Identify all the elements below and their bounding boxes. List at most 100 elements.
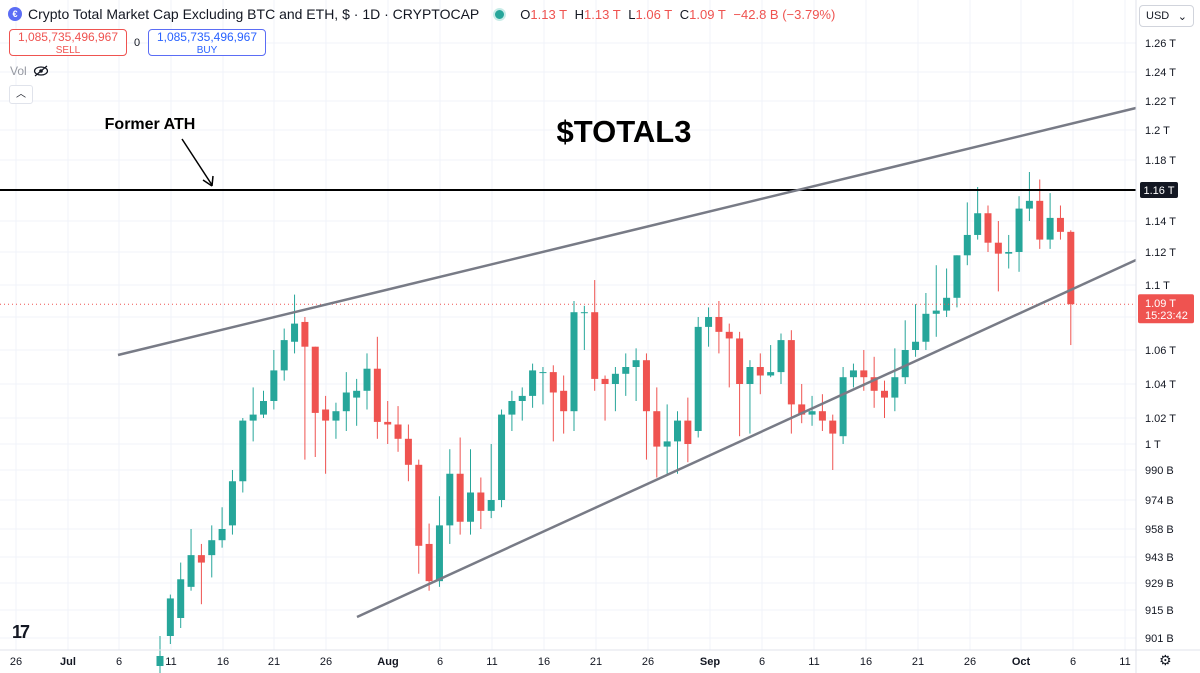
time-tick-label: 6 <box>759 656 765 668</box>
chart-header: € Crypto Total Market Cap Excluding BTC … <box>8 6 839 22</box>
price-tick-label: 990 B <box>1145 465 1174 477</box>
candle <box>963 202 971 266</box>
candle-body <box>487 500 495 511</box>
candle <box>912 304 920 357</box>
candle-body <box>249 414 257 421</box>
eye-slash-icon[interactable] <box>33 65 49 77</box>
candle <box>777 333 785 384</box>
time-tick-label: 6 <box>116 656 122 668</box>
candle <box>332 402 340 439</box>
candle <box>984 205 992 252</box>
price-tick-label: 943 B <box>1145 552 1174 564</box>
candle <box>1015 196 1023 272</box>
candle <box>311 346 319 457</box>
candle-body <box>425 543 433 582</box>
candle-body <box>798 404 806 415</box>
candle <box>1046 193 1054 249</box>
time-tick-label: 11 <box>165 656 176 668</box>
candle-body <box>601 378 609 384</box>
candle <box>467 449 474 535</box>
candle <box>508 390 516 431</box>
candle-body <box>746 367 754 384</box>
currency-label: USD <box>1146 10 1170 22</box>
candle-body <box>1046 217 1054 240</box>
candle-body <box>1036 200 1044 240</box>
candle-body <box>156 656 164 666</box>
time-tick-label: 26 <box>964 656 976 668</box>
candle-body <box>632 360 640 367</box>
chevron-down-icon: ⌄ <box>1177 10 1187 23</box>
candle <box>932 265 940 337</box>
candle <box>353 378 361 426</box>
market-status-icon[interactable] <box>493 7 507 21</box>
candle-body <box>549 372 557 393</box>
price-axis-panel[interactable] <box>1136 0 1200 673</box>
candle <box>725 323 733 388</box>
candle <box>870 356 878 408</box>
candle-body <box>653 411 661 447</box>
candle <box>156 636 164 673</box>
change-value: −42.8 B (−3.79%) <box>733 6 836 22</box>
candle <box>994 221 1002 292</box>
upper-trendline[interactable] <box>117 106 1137 357</box>
buy-button[interactable]: 1,085,735,496,967 BUY <box>148 29 266 56</box>
candle-body <box>1067 231 1075 305</box>
tradingview-logo-icon[interactable]: 17 <box>12 622 30 642</box>
candle-body <box>881 390 888 398</box>
candle <box>363 353 371 410</box>
candle-body <box>332 411 340 421</box>
candle <box>901 320 909 384</box>
candle-body <box>415 464 423 546</box>
candle-body <box>353 390 361 398</box>
candle <box>270 350 278 410</box>
candle <box>943 268 951 317</box>
candle <box>166 594 174 644</box>
candle-body <box>1015 208 1023 252</box>
lower-trendline[interactable] <box>356 258 1137 619</box>
candle-body <box>570 312 578 412</box>
symbol-title[interactable]: Crypto Total Market Cap Excluding BTC an… <box>28 6 480 22</box>
candle-body <box>787 340 795 405</box>
currency-dropdown[interactable]: USD ⌄ <box>1139 5 1194 27</box>
price-tick-label: 1.22 T <box>1145 96 1176 108</box>
candle <box>239 418 247 493</box>
candle-body <box>467 492 474 522</box>
candle-body <box>818 411 826 421</box>
ath-price-badge-label: 1.16 T <box>1144 185 1175 197</box>
candle <box>415 459 423 574</box>
spread-value: 0 <box>134 37 141 49</box>
price-tick-label: 1.06 T <box>1145 345 1176 357</box>
candle <box>177 562 185 628</box>
candle-body <box>974 213 982 235</box>
candle <box>477 477 485 529</box>
candle <box>260 390 267 418</box>
candle-body <box>1025 200 1033 209</box>
candle <box>653 387 661 478</box>
candle <box>601 375 609 421</box>
candle-body <box>560 390 568 412</box>
candle-body <box>311 346 319 413</box>
candle <box>394 406 402 452</box>
gear-icon[interactable]: ⚙ <box>1159 652 1172 668</box>
candle <box>249 387 257 442</box>
candle <box>404 424 412 482</box>
candle <box>384 401 392 444</box>
candle <box>291 294 299 354</box>
candle-body <box>228 481 236 526</box>
grid-layer <box>0 0 1136 650</box>
time-tick-label: 21 <box>268 656 280 668</box>
candle-body <box>518 395 526 401</box>
buy-price: 1,085,735,496,967 <box>156 30 258 44</box>
candle-body <box>777 340 785 373</box>
candle <box>705 307 713 347</box>
time-tick-label: 6 <box>1070 656 1076 668</box>
candle-body <box>994 242 1002 254</box>
candle-body <box>208 540 216 556</box>
candle <box>373 336 381 439</box>
volume-indicator-row: Vol <box>10 64 49 78</box>
sell-button[interactable]: 1,085,735,496,967 SELL <box>9 29 127 56</box>
collapse-legend-button[interactable]: ︿ <box>9 85 33 104</box>
candle <box>839 367 847 444</box>
candle <box>487 444 495 519</box>
